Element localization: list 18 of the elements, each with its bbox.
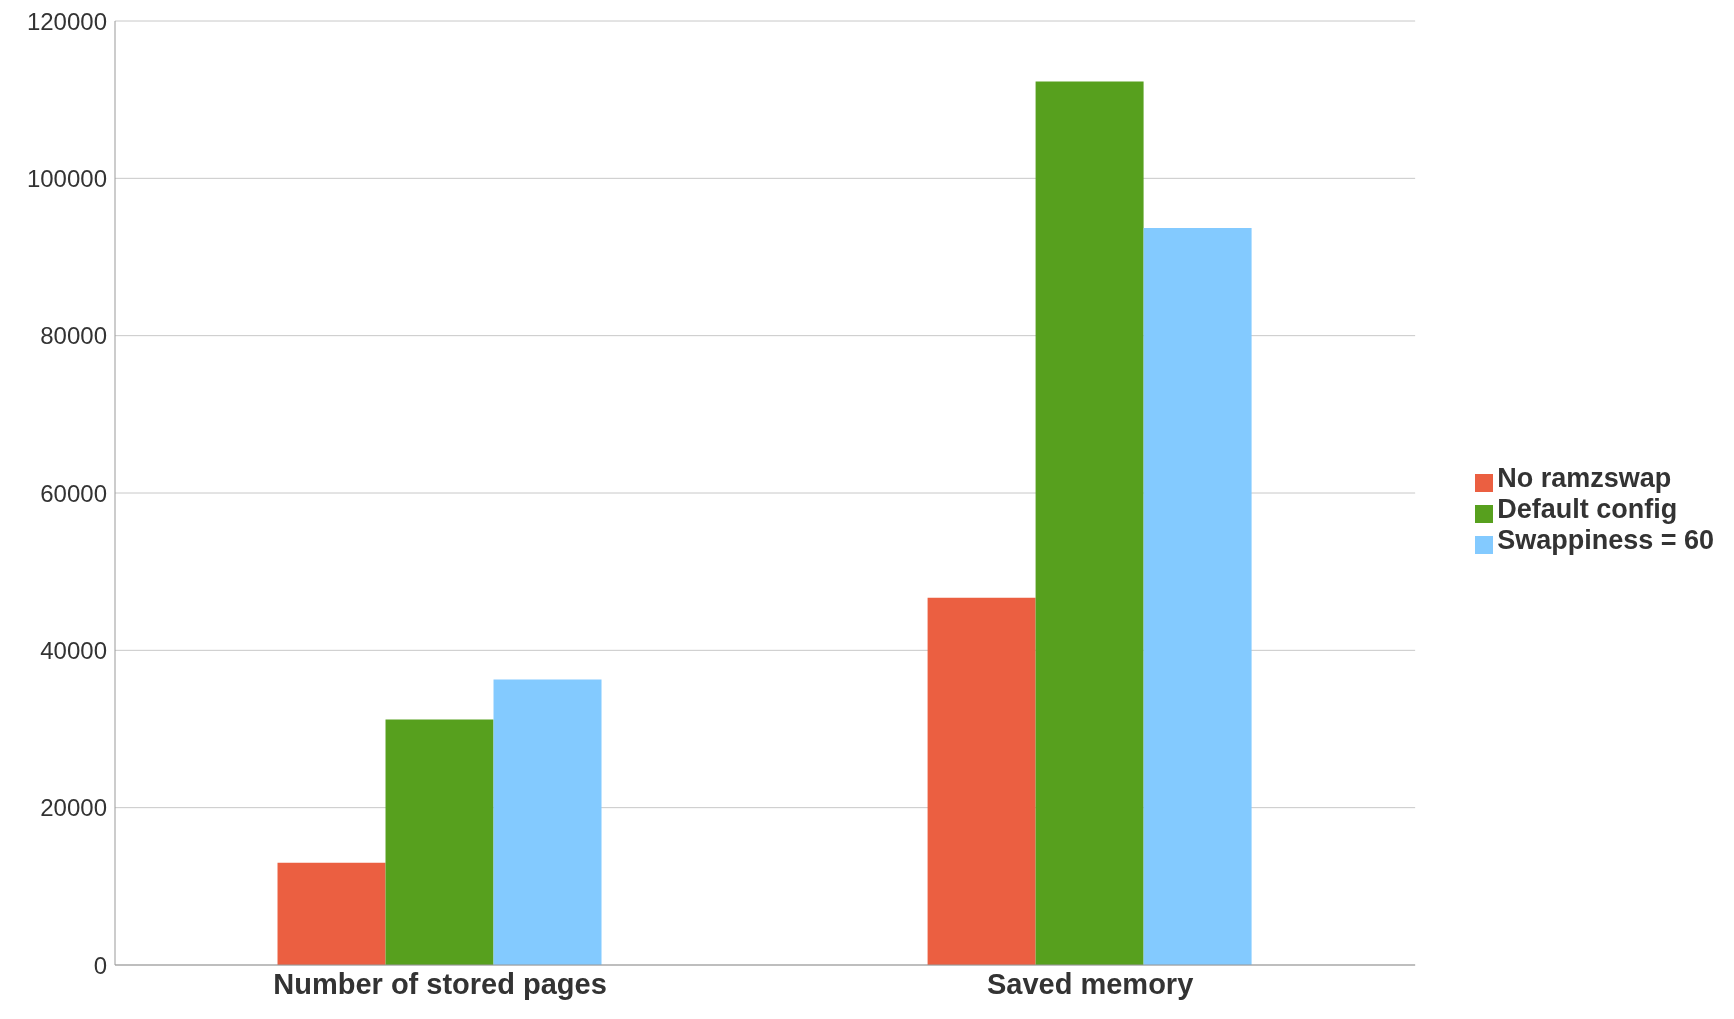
bar — [1035, 81, 1144, 965]
legend-label: Default config — [1497, 494, 1678, 524]
y-tick-label: 20000 — [40, 794, 107, 822]
bar — [927, 597, 1036, 965]
legend-label: No ramzswap — [1497, 463, 1672, 493]
x-tick-label: Number of stored pages — [273, 967, 607, 1000]
y-tick-label: 120000 — [26, 7, 107, 35]
y-tick-label: 40000 — [40, 636, 107, 664]
bar — [493, 679, 602, 965]
y-tick-label: 0 — [93, 951, 107, 979]
legend-label: Swappiness = 60 — [1497, 525, 1714, 555]
y-tick-label: 80000 — [40, 322, 107, 350]
y-tick-label: 60000 — [40, 479, 107, 507]
y-tick-label: 100000 — [26, 164, 107, 192]
x-tick-label: Saved memory — [986, 967, 1194, 1000]
bar — [277, 862, 386, 965]
bar — [1143, 227, 1252, 965]
bar — [385, 719, 494, 965]
